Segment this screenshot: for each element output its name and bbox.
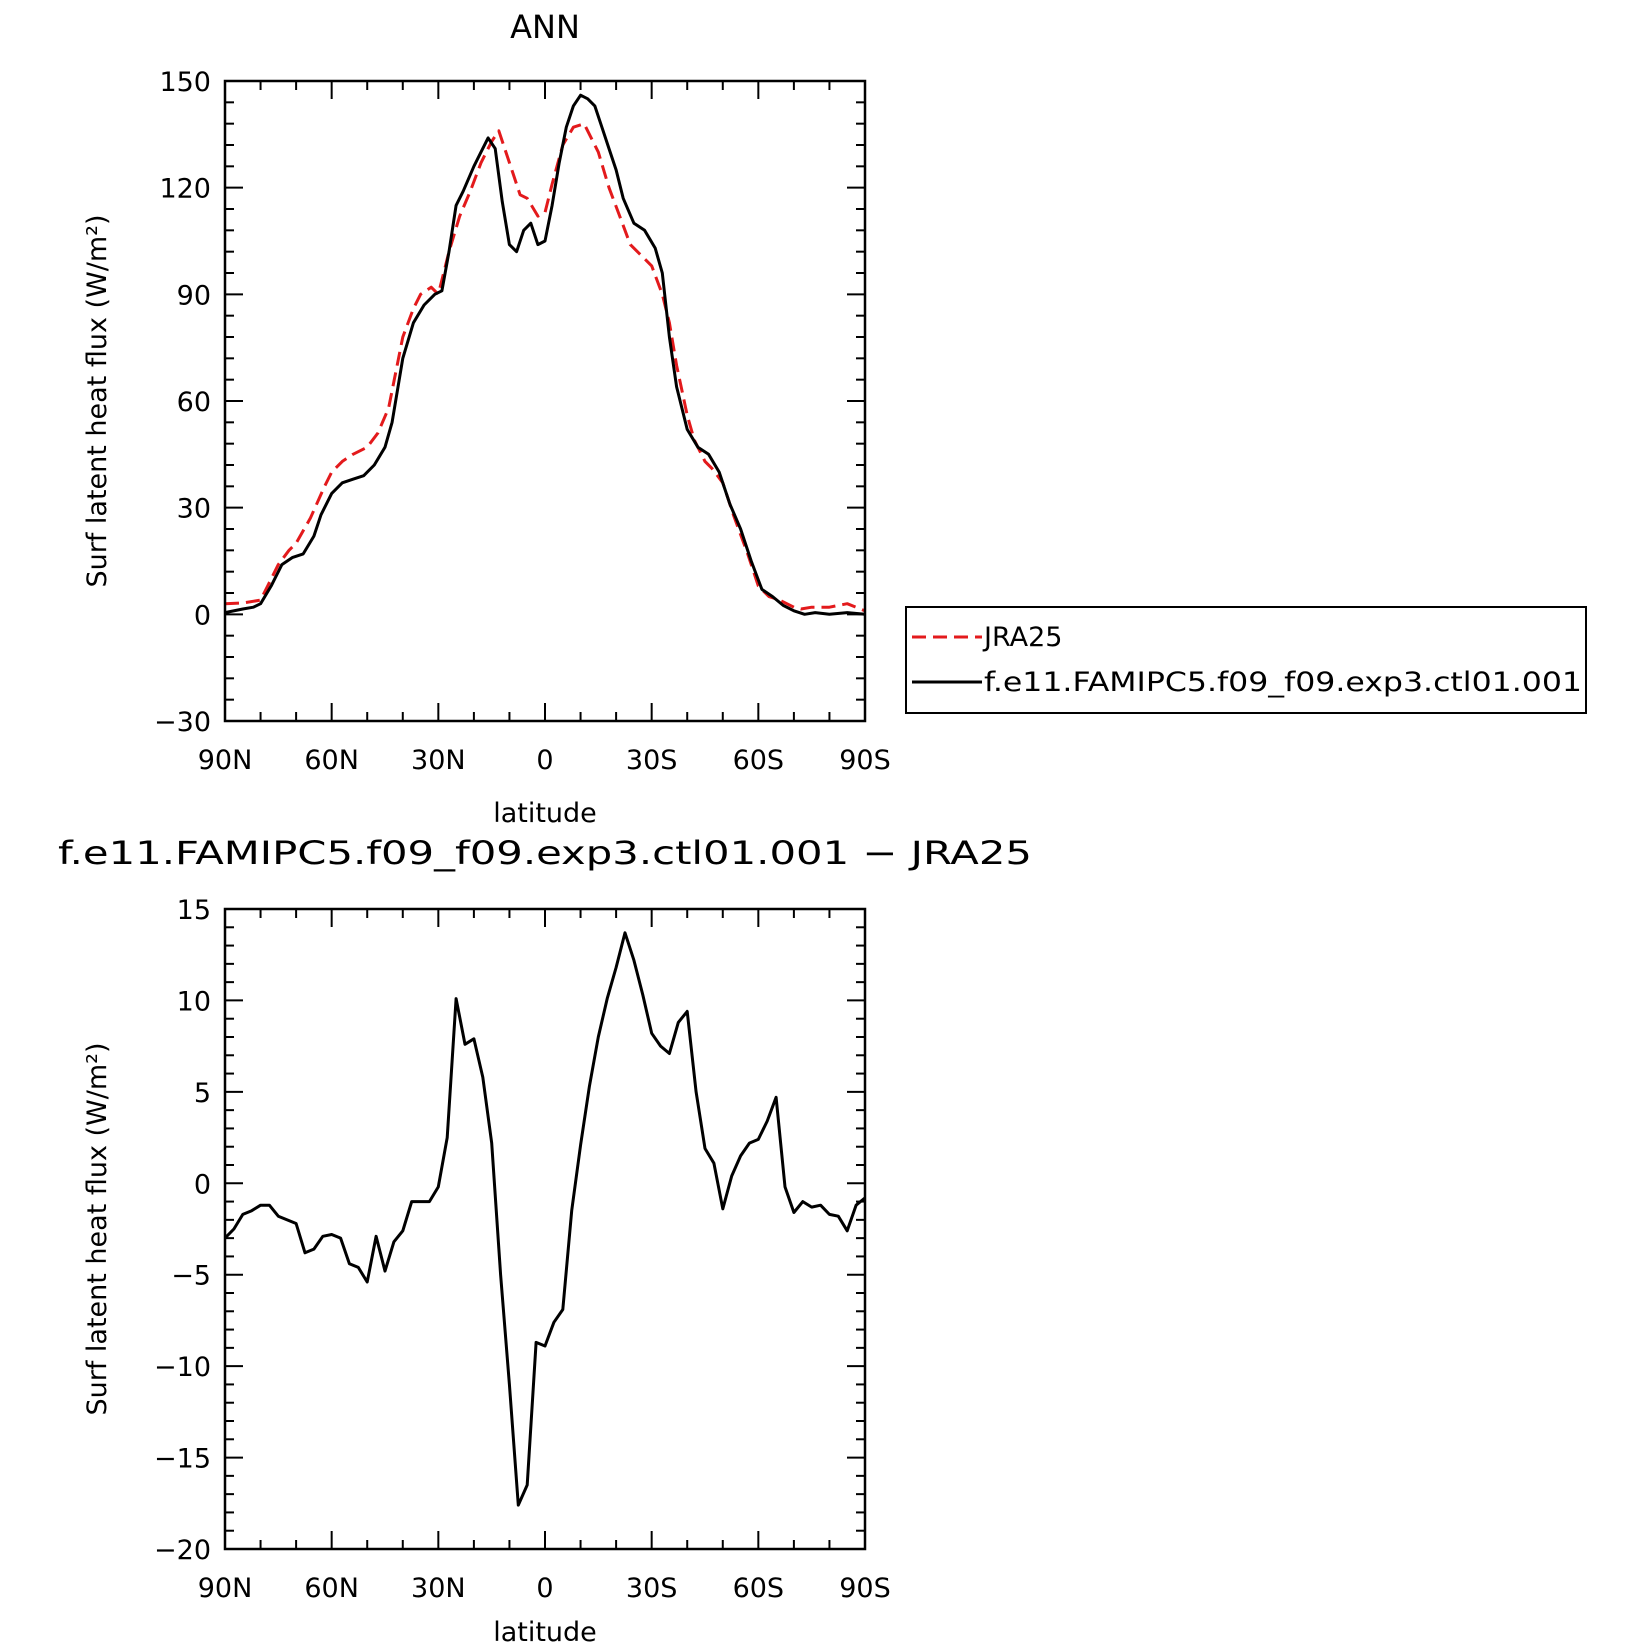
chart-1-legend: JRA25 f.e11.FAMIPC5.f09_f09.exp3.ctl01.0… [905,606,1587,714]
x-tick-label: 60N [304,1573,359,1604]
x-tick-label: 30N [411,1573,466,1604]
y-tick-label: 0 [194,1169,211,1200]
chart-1-y-tick-labels: −30 0 30 60 90 120 150 [154,67,211,738]
chart-2-y-tick-labels: −20 −15 −10 −5 0 5 10 15 [154,895,211,1566]
chart-2-ticks [224,908,866,1550]
series-line-jra25 [224,122,866,613]
x-tick-label: 60N [304,745,359,776]
chart-1-frame [223,79,867,723]
legend-box [905,606,1587,714]
y-tick-label: −5 [171,1261,211,1292]
chart-1-series [224,93,866,616]
y-tick-label: −15 [154,1444,211,1475]
x-tick-label: 0 [536,745,553,776]
chart-2-y-axis-title: Surf latent heat flux (W/m²) [82,1042,113,1415]
chart-2-x-tick-labels: 90N 60N 30N 0 30S 60S 90S [198,1573,891,1604]
series-line-f-e11-famipc5-f09-f09-exp3-ctl01-001 [224,93,866,616]
chart-1-ticks [224,80,866,722]
chart-1-x-axis-title: latitude [493,798,597,829]
x-tick-label: 60S [733,1573,785,1604]
y-tick-label: −30 [154,707,211,738]
y-tick-label: 30 [177,494,211,525]
y-tick-label: 150 [159,67,211,98]
chart-2-frame [223,907,867,1551]
x-tick-label: 90S [839,1573,891,1604]
y-tick-label: 5 [194,1078,211,1109]
y-tick-label: 60 [177,387,211,418]
y-tick-label: −10 [154,1352,211,1383]
chart-1-title: ANN [510,8,580,46]
y-tick-label: 15 [177,895,211,926]
series-line-difference [223,931,866,1507]
legend-label-jra25: JRA25 [982,622,1062,653]
chart-2-series [223,931,866,1507]
legend-label-model: f.e11.FAMIPC5.f09_f09.exp3.ctl01.001 [984,667,1582,698]
x-tick-label: 90S [839,745,891,776]
x-tick-label: 0 [536,1573,553,1604]
y-tick-label: 0 [194,600,211,631]
chart-2: f.e11.FAMIPC5.f09_f09.exp3.ctl01.001 − J… [58,834,1032,1648]
chart-1-y-axis-title: Surf latent heat flux (W/m²) [82,214,113,587]
x-tick-label: 90N [198,745,253,776]
x-tick-label: 30S [626,745,678,776]
chart-1-x-tick-labels: 90N 60N 30N 0 30S 60S 90S [198,745,891,776]
chart-1: ANN −30 0 30 60 90 120 150 90N 60N 30N 0 30S 60S 90S… [82,8,1587,829]
y-tick-label: 120 [159,174,211,205]
chart-2-title: f.e11.FAMIPC5.f09_f09.exp3.ctl01.001 − J… [58,834,1032,872]
y-tick-label: −20 [154,1535,211,1566]
y-tick-label: 10 [177,986,211,1017]
y-tick-label: 90 [177,280,211,311]
x-tick-label: 30N [411,745,466,776]
chart-2-x-axis-title: latitude [493,1617,597,1648]
x-tick-label: 30S [626,1573,678,1604]
x-tick-label: 90N [198,1573,253,1604]
x-tick-label: 60S [733,745,785,776]
